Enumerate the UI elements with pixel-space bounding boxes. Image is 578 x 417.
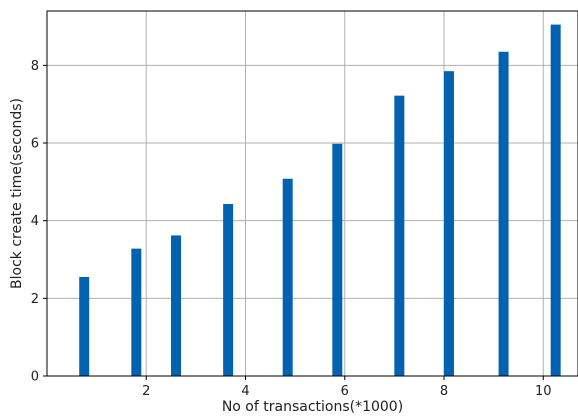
grid-lines xyxy=(47,11,578,377)
y-tick-label: 4 xyxy=(31,214,39,229)
bar xyxy=(550,24,561,377)
bar xyxy=(443,71,454,377)
bar-series xyxy=(79,24,561,377)
bar xyxy=(79,276,90,376)
bar xyxy=(171,235,182,376)
x-tick-label: 4 xyxy=(241,384,249,399)
bar xyxy=(282,178,293,376)
bar xyxy=(223,203,234,376)
y-axis-label: Block create time(seconds) xyxy=(9,98,25,289)
x-tick-label: 6 xyxy=(341,384,349,399)
x-tick-label: 10 xyxy=(535,384,552,399)
x-tick-label: 2 xyxy=(142,384,150,399)
x-axis-label: No of transactions(*1000) xyxy=(222,399,403,415)
plot-frame xyxy=(46,10,578,377)
x-tick-label: 8 xyxy=(440,384,448,399)
x-axis-ticks: 2 4 6 8 10 xyxy=(142,376,552,399)
bar xyxy=(394,95,405,377)
y-tick-label: 0 xyxy=(31,370,39,385)
bar xyxy=(498,51,509,377)
y-tick-label: 2 xyxy=(31,292,39,307)
bar xyxy=(332,143,343,376)
y-tick-label: 6 xyxy=(31,137,39,152)
y-axis-ticks: 0 2 4 6 8 xyxy=(31,59,47,385)
y-tick-label: 8 xyxy=(31,59,39,74)
bar xyxy=(131,248,142,376)
